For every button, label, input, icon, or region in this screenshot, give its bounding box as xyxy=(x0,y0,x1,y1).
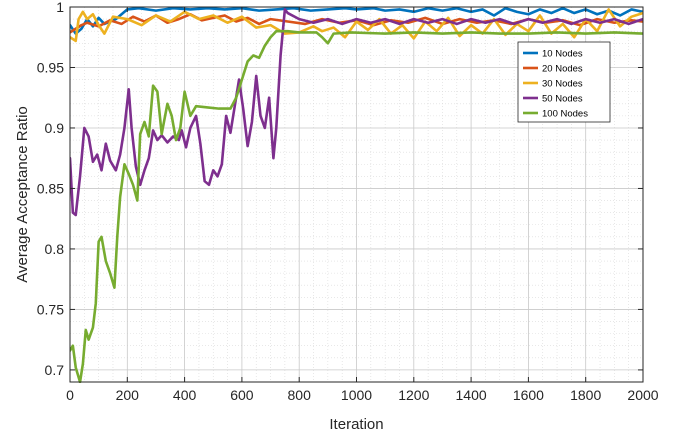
x-tick-label: 1000 xyxy=(341,387,372,403)
x-tick-label: 1400 xyxy=(456,387,487,403)
y-tick-label: 0.75 xyxy=(37,301,64,317)
x-tick-label: 1200 xyxy=(398,387,429,403)
legend-label: 10 Nodes xyxy=(542,49,583,60)
series-line-10-nodes xyxy=(70,6,643,35)
series-line-50-nodes xyxy=(70,8,643,217)
series-line-100-nodes xyxy=(70,29,643,383)
tick-marks xyxy=(69,6,644,382)
y-tick-labels: 0.7 0.75 0.8 0.85 0.9 0.95 1 xyxy=(37,0,64,378)
x-tick-label: 1600 xyxy=(513,387,544,403)
x-axis-label: Iteration xyxy=(329,416,383,433)
plot-area xyxy=(70,6,643,383)
y-tick-label: 0.95 xyxy=(37,59,64,75)
x-tick-label: 1800 xyxy=(570,387,601,403)
x-tick-label: 400 xyxy=(173,387,197,403)
y-tick-label: 0.85 xyxy=(37,180,64,196)
legend-label: 100 Nodes xyxy=(542,109,588,120)
legend-label: 30 Nodes xyxy=(542,79,583,90)
legend: 10 Nodes 20 Nodes 30 Nodes 50 Nodes 100 Node… xyxy=(517,41,611,123)
x-tick-label: 0 xyxy=(66,387,74,403)
y-tick-label: 0.8 xyxy=(45,241,65,257)
legend-label: 50 Nodes xyxy=(542,94,583,105)
y-tick-label: 0.9 xyxy=(45,120,65,136)
legend-label: 20 Nodes xyxy=(542,64,583,75)
y-tick-label: 0.7 xyxy=(45,362,65,378)
x-tick-label: 600 xyxy=(230,387,254,403)
series-line-30-nodes xyxy=(70,8,643,43)
x-tick-labels: 0 200 400 600 800 1000 1200 1400 1600 1800 2000 xyxy=(66,387,659,403)
y-axis-label: Average Acceptance Ratio xyxy=(14,106,31,283)
x-tick-label: 200 xyxy=(116,387,140,403)
x-tick-label: 2000 xyxy=(627,387,658,403)
y-tick-label: 1 xyxy=(56,0,64,15)
x-tick-label: 800 xyxy=(288,387,312,403)
